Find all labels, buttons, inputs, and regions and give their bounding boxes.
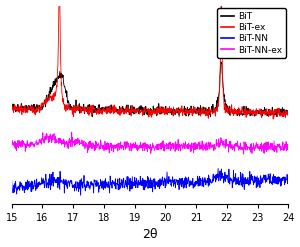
BiT-NN-ex — [218, 140, 222, 143]
BiT — [82, 103, 85, 106]
BiT — [40, 105, 44, 108]
BiT-ex — [272, 118, 275, 121]
Line: BiT-NN-ex: BiT-NN-ex — [12, 132, 288, 154]
BiT — [208, 115, 212, 118]
BiT-NN-ex — [249, 143, 253, 145]
BiT-ex — [249, 108, 253, 111]
Line: BiT-ex: BiT-ex — [12, 0, 288, 119]
BiT-NN-ex — [82, 139, 86, 142]
BiT-NN — [286, 173, 290, 176]
BiT-NN — [10, 179, 14, 182]
BiT-NN-ex — [40, 139, 44, 142]
X-axis label: 2θ: 2θ — [142, 228, 158, 242]
Legend: BiT, BiT-ex, BiT-NN, BiT-NN-ex: BiT, BiT-ex, BiT-NN, BiT-NN-ex — [217, 8, 286, 58]
BiT-ex — [10, 107, 14, 110]
BiT-NN — [219, 172, 222, 175]
BiT — [10, 105, 14, 108]
BiT-NN-ex — [70, 131, 74, 134]
BiT-NN — [207, 175, 211, 178]
BiT — [207, 110, 210, 113]
BiT-ex — [218, 64, 222, 67]
BiT-NN — [128, 177, 132, 180]
BiT-ex — [286, 112, 290, 115]
BiT-NN-ex — [128, 144, 132, 147]
BiT-NN-ex — [286, 146, 290, 149]
BiT — [218, 70, 222, 73]
BiT — [219, 60, 223, 63]
BiT-NN — [216, 167, 220, 170]
BiT — [286, 114, 290, 117]
Line: BiT-NN: BiT-NN — [12, 168, 288, 195]
BiT-NN — [40, 180, 44, 183]
BiT-ex — [40, 106, 44, 109]
BiT-NN — [249, 178, 253, 181]
BiT — [128, 110, 132, 113]
BiT-NN — [82, 174, 86, 177]
BiT-NN-ex — [10, 143, 14, 146]
BiT — [249, 111, 253, 114]
BiT-ex — [128, 113, 132, 116]
BiT-ex — [207, 106, 211, 109]
Line: BiT: BiT — [12, 62, 288, 117]
BiT-NN-ex — [242, 153, 245, 156]
BiT-NN-ex — [207, 146, 211, 149]
BiT-ex — [82, 107, 86, 110]
BiT-NN — [79, 194, 83, 197]
